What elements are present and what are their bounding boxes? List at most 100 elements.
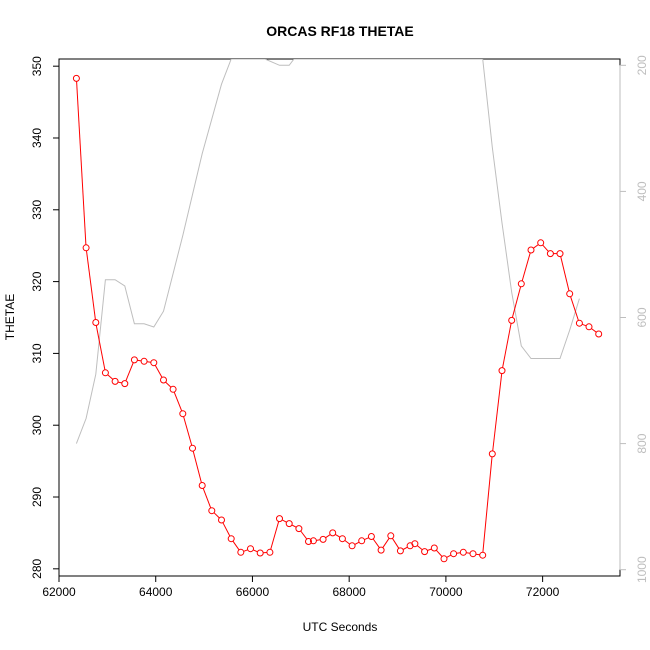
primary-series-segment [154, 365, 163, 378]
y-tick-label: 350 [30, 56, 44, 76]
data-point [319, 535, 327, 543]
data-point [237, 548, 245, 556]
data-point [329, 529, 337, 537]
y-tick-label: 280 [30, 558, 44, 578]
primary-series-segment [147, 361, 151, 363]
data-point [527, 246, 535, 254]
primary-series-segment [502, 323, 512, 368]
data-point [247, 545, 254, 553]
data-point [121, 380, 129, 388]
primary-series-segment [291, 524, 297, 528]
y-tick-label: 340 [30, 128, 44, 148]
data-point [459, 548, 467, 556]
primary-series-segment [364, 537, 369, 541]
data-point [198, 482, 206, 489]
primary-series-segment [183, 416, 193, 446]
primary-series-segment [213, 512, 220, 519]
primary-series-segment [173, 391, 183, 412]
x-tick-label: 68000 [332, 585, 366, 599]
primary-series-segment [372, 538, 380, 548]
data-point [305, 538, 312, 545]
x-tick-label: 66000 [236, 585, 270, 599]
plot-area-frame [58, 58, 621, 577]
primary-series-segment [76, 81, 87, 245]
primary-series-segment [533, 244, 539, 249]
primary-series-segment [475, 553, 480, 556]
x-tick-label: 62000 [42, 585, 76, 599]
data-point [517, 280, 525, 288]
primary-series-segment [591, 328, 597, 333]
y2-tick-label: 200 [635, 55, 649, 75]
data-point [111, 377, 119, 385]
primary-series-segment [542, 244, 549, 252]
data-point [338, 535, 346, 543]
primary-series-segment [511, 286, 522, 318]
primary-series-segment [570, 296, 579, 321]
data-point [140, 357, 148, 365]
data-point [440, 555, 448, 563]
primary-series-segment [125, 362, 134, 381]
primary-series-segment [560, 256, 570, 292]
primary-series-segment [86, 250, 96, 320]
primary-series-segment [165, 381, 172, 388]
data-point [92, 319, 100, 326]
primary-series-segment [137, 359, 142, 362]
data-point [130, 356, 138, 364]
data-point [421, 548, 429, 556]
y2-tick-label: 400 [635, 181, 649, 201]
primary-series-segment [427, 548, 432, 551]
data-point [450, 550, 458, 558]
primary-series-segment [253, 549, 258, 553]
x-axis-label: UTC Seconds [303, 620, 378, 634]
data-point [348, 542, 356, 550]
primary-series-segment [335, 533, 341, 538]
data-point [179, 410, 187, 418]
data-point [556, 250, 564, 258]
data-point [285, 520, 293, 528]
data-point [537, 239, 545, 247]
primary-series-group [72, 74, 603, 563]
data-point [218, 516, 225, 524]
data-point [266, 548, 274, 556]
primary-series-segment [325, 534, 331, 539]
primary-series-segment [316, 539, 321, 541]
data-point [488, 450, 496, 458]
primary-series-segment [466, 552, 471, 554]
x-tick-label: 70000 [429, 585, 463, 599]
data-point [469, 550, 477, 558]
x-axis: 62000 64000 66000 68000 70000 72000 [42, 575, 560, 599]
primary-series-segment [492, 373, 503, 452]
data-point [227, 535, 235, 543]
primary-series-segment [382, 538, 390, 548]
data-point [189, 444, 196, 452]
primary-series-segment [222, 522, 231, 537]
data-point [101, 369, 109, 377]
y-tick-label: 310 [30, 343, 44, 363]
data-point [411, 540, 419, 548]
data-point [72, 74, 80, 82]
primary-series-segment [354, 541, 360, 545]
primary-series-segment [300, 530, 308, 540]
primary-series-segment [192, 450, 202, 483]
data-point [160, 376, 167, 384]
data-point [585, 323, 593, 331]
data-point [367, 533, 375, 540]
primary-series-segment [232, 540, 240, 551]
primary-series-segment [202, 488, 212, 509]
primary-series-segment [95, 325, 106, 370]
y-tick-label: 320 [30, 271, 44, 291]
y-tick-label: 300 [30, 415, 44, 435]
secondary-series-line [75, 59, 580, 444]
primary-series-segment [344, 540, 351, 545]
y2-axis: 200 400 600 800 1000 [619, 55, 649, 583]
data-point [358, 537, 366, 545]
primary-series-segment [582, 323, 587, 327]
data-point [430, 544, 438, 552]
data-point [387, 532, 395, 540]
primary-series-segment [416, 545, 423, 551]
data-point [566, 290, 574, 298]
data-point [82, 244, 90, 252]
primary-series-segment [482, 456, 493, 553]
primary-series-segment [391, 538, 400, 549]
